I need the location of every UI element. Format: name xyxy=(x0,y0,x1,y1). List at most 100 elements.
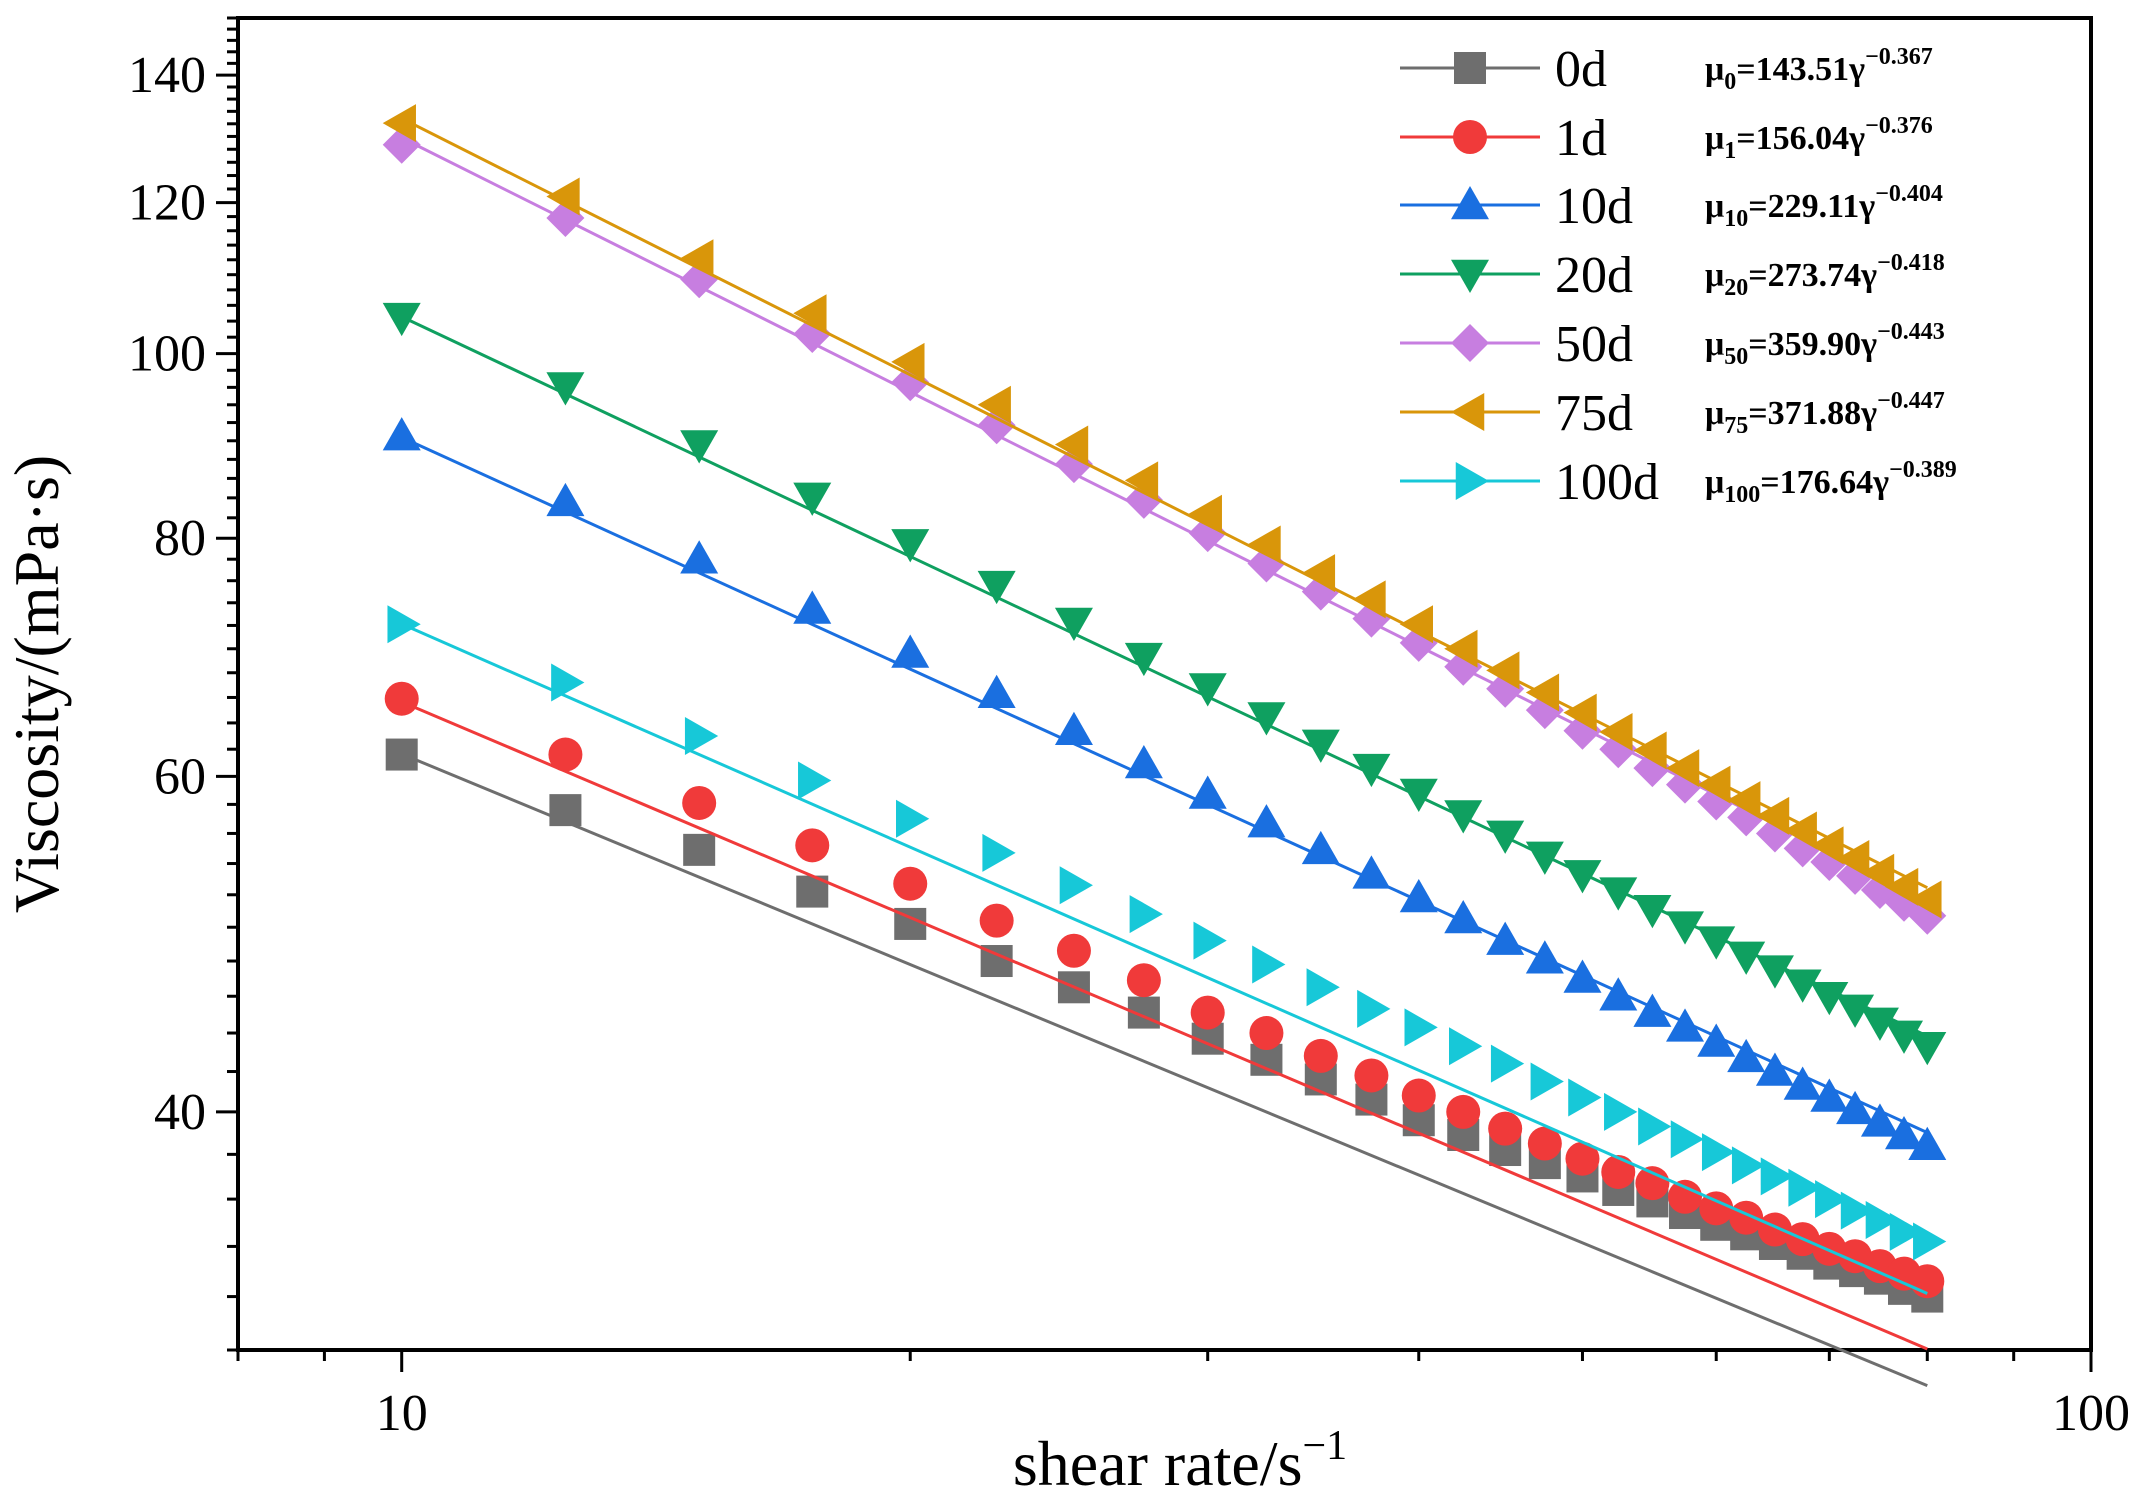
data-point-75d xyxy=(1908,880,1942,919)
data-point-20d xyxy=(1633,894,1672,929)
data-point-75d xyxy=(1054,425,1089,464)
y-tick-label: 100 xyxy=(128,326,206,383)
data-point-20d xyxy=(793,482,832,516)
data-point-20d xyxy=(1486,820,1525,854)
legend-marker xyxy=(1454,52,1486,84)
data-point-100d xyxy=(1604,1092,1638,1131)
data-point-1d xyxy=(893,866,928,901)
legend-item-75d: 75d μ75=371.88γ−0.447 xyxy=(1400,385,1945,442)
data-point-10d xyxy=(977,674,1016,708)
data-point-75d xyxy=(1783,811,1817,850)
data-point-75d xyxy=(546,177,580,216)
data-point-20d xyxy=(1697,926,1736,960)
data-point-100d xyxy=(1193,921,1227,960)
data-point-10d xyxy=(680,540,719,574)
legend-marker xyxy=(1453,120,1487,154)
data-point-75d xyxy=(1810,826,1844,865)
data-point-20d xyxy=(1836,994,1875,1028)
data-point-10d xyxy=(1755,1052,1794,1086)
data-point-1d xyxy=(682,785,717,820)
data-point-100d xyxy=(1701,1133,1736,1172)
y-axis-ticks: 40 60 80 100 120 140 xyxy=(128,16,238,1352)
data-point-10d xyxy=(1884,1115,1923,1150)
legend-equation: μ100=176.64γ−0.389 xyxy=(1705,457,1957,508)
data-point-100d xyxy=(1815,1180,1849,1219)
legend-marker xyxy=(1451,393,1485,431)
data-point-20d xyxy=(1301,729,1340,763)
data-point-75d xyxy=(1352,580,1386,619)
data-point-1d xyxy=(1190,995,1225,1030)
data-point-20d xyxy=(1525,841,1564,875)
legend-equation: μ75=371.88γ−0.447 xyxy=(1705,388,1945,439)
data-point-50d xyxy=(382,125,421,164)
data-point-75d xyxy=(891,342,925,381)
data-point-75d xyxy=(1666,749,1700,788)
data-point-20d xyxy=(1727,941,1766,975)
data-point-10d xyxy=(1908,1126,1947,1160)
data-point-20d xyxy=(1563,860,1602,894)
data-point-1d xyxy=(1056,933,1091,968)
legend-marker xyxy=(1451,324,1489,362)
data-point-75d xyxy=(1599,713,1633,752)
data-point-20d xyxy=(1755,955,1794,989)
data-point-100d xyxy=(1357,989,1391,1028)
data-point-100d xyxy=(1913,1222,1947,1261)
data-point-20d xyxy=(382,302,421,337)
legend-item-100d: 100d μ100=176.64γ−0.389 xyxy=(1400,454,1957,511)
data-point-75d xyxy=(1188,494,1222,533)
legend-item-50d: 50d μ50=359.90γ−0.443 xyxy=(1400,316,1945,373)
data-point-20d xyxy=(1188,673,1227,707)
data-point-75d xyxy=(1444,629,1478,668)
data-point-75d xyxy=(1563,693,1597,732)
data-point-75d xyxy=(680,239,714,278)
data-point-1d xyxy=(1565,1141,1600,1176)
data-point-75d xyxy=(1301,554,1336,593)
series-10d xyxy=(382,417,1947,1160)
data-point-1d xyxy=(979,903,1014,938)
data-point-0d xyxy=(385,738,418,771)
data-point-1d xyxy=(1249,1016,1284,1051)
data-point-1d xyxy=(1757,1212,1792,1247)
x-axis-ticks: 10 100 xyxy=(236,1350,2130,1442)
data-point-100d xyxy=(1731,1146,1766,1185)
data-point-75d xyxy=(977,385,1011,424)
data-point-10d xyxy=(382,417,421,451)
data-point-10d xyxy=(1247,804,1286,838)
data-point-10d xyxy=(1563,959,1602,993)
data-point-75d xyxy=(793,294,827,333)
legend-item-1d: 1d μ1=156.04γ−0.376 xyxy=(1400,110,1933,167)
series-50d xyxy=(382,125,1947,935)
data-point-100d xyxy=(1865,1201,1899,1240)
plot-border xyxy=(236,16,2093,1352)
data-point-75d xyxy=(1727,781,1761,820)
data-point-1d xyxy=(1354,1058,1389,1093)
fit-line-0d xyxy=(401,752,1928,1387)
data-point-10d xyxy=(1860,1103,1899,1137)
data-point-75d xyxy=(382,104,416,143)
data-point-100d xyxy=(1404,1008,1438,1047)
data-point-75d xyxy=(1525,673,1560,712)
data-point-10d xyxy=(1399,878,1438,913)
data-point-10d xyxy=(1352,855,1391,889)
fit-line-1d xyxy=(401,700,1928,1351)
data-point-20d xyxy=(1810,981,1849,1016)
y-tick-label: 120 xyxy=(128,175,206,232)
legend-item-20d: 20d μ20=273.74γ−0.418 xyxy=(1400,247,1945,304)
legend-label: 75d xyxy=(1555,385,1633,442)
data-point-100d xyxy=(798,761,832,800)
data-point-100d xyxy=(1059,866,1093,905)
data-point-100d xyxy=(895,799,930,838)
data-point-75d xyxy=(1884,867,1919,906)
data-point-20d xyxy=(1884,1020,1923,1054)
data-point-100d xyxy=(1448,1027,1483,1066)
legend-marker xyxy=(1455,462,1489,500)
data-point-100d xyxy=(1129,895,1163,934)
data-point-100d xyxy=(551,663,585,702)
data-point-10d xyxy=(1525,940,1564,974)
data-point-10d xyxy=(1697,1023,1736,1057)
data-point-75d xyxy=(1247,525,1281,564)
data-point-10d xyxy=(1486,921,1525,955)
series-1d xyxy=(384,681,1945,1351)
data-point-100d xyxy=(1490,1044,1525,1083)
fit-line-75d xyxy=(401,117,1928,890)
